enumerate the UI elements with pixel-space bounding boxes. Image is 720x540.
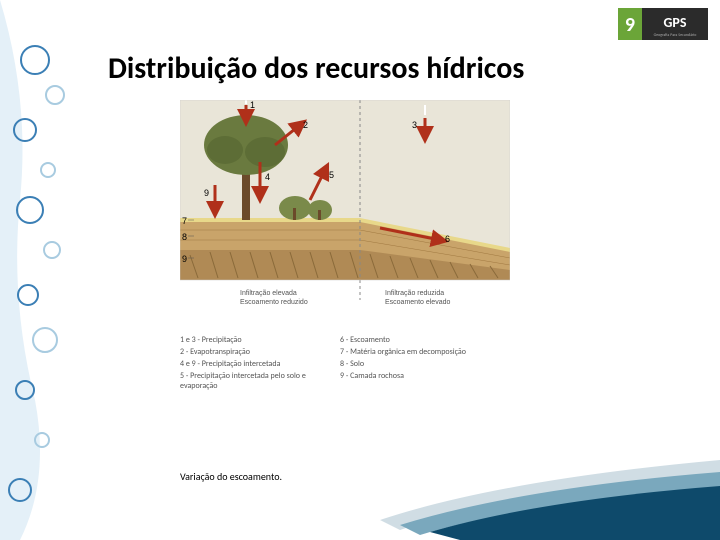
svg-text:9: 9 (204, 188, 209, 198)
legend-item: 6 - Escoamento (340, 335, 480, 345)
left-section-l2: Escoamento reduzido (240, 299, 308, 306)
logo-badge-number: 9 (625, 13, 635, 37)
svg-text:4: 4 (265, 172, 270, 182)
figure-caption: Variação do escoamento. (180, 470, 282, 483)
svg-text:9: 9 (182, 254, 187, 264)
svg-text:6: 6 (445, 234, 450, 244)
svg-text:3: 3 (412, 120, 417, 130)
right-section-l1: Infiltração reduzida (385, 290, 444, 297)
legend-item: 9 - Camada rochosa (340, 371, 480, 381)
svg-text:5: 5 (329, 170, 334, 180)
right-section-l2: Escoamento elevado (385, 299, 450, 306)
page-title: Distribuição dos recursos hídricos (108, 50, 524, 87)
legend-item: 1 e 3 - Precipitação (180, 335, 320, 345)
svg-text:8: 8 (182, 232, 187, 242)
left-section-l1: Infiltração elevada (240, 290, 297, 297)
legend-item: 5 - Precipitação intercetada pelo solo e… (180, 371, 320, 391)
logo-brand-text: GPS (664, 14, 687, 31)
legend-item: 8 - Solo (340, 359, 480, 369)
svg-text:1: 1 (250, 100, 255, 110)
legend-item: 2 - Evapotranspiração (180, 347, 320, 357)
water-splash-bg (0, 0, 90, 540)
gps-logo: 9 GPS Geografia Para Secundário (618, 8, 708, 40)
svg-text:7: 7 (182, 216, 187, 226)
svg-text:2: 2 (303, 120, 308, 130)
legend-item: 7 - Matéria orgânica em decomposição (340, 347, 480, 357)
runoff-diagram: 1 2 3 4 5 6 7 8 9 9 Infiltração elevada … (180, 100, 510, 460)
diagram-legend: 1 e 3 - Precipitação 2 - Evapotranspiraç… (180, 335, 510, 393)
legend-item: 4 e 9 - Precipitação intercetada (180, 359, 320, 369)
svg-text:Geografia Para Secundário: Geografia Para Secundário (654, 33, 697, 38)
